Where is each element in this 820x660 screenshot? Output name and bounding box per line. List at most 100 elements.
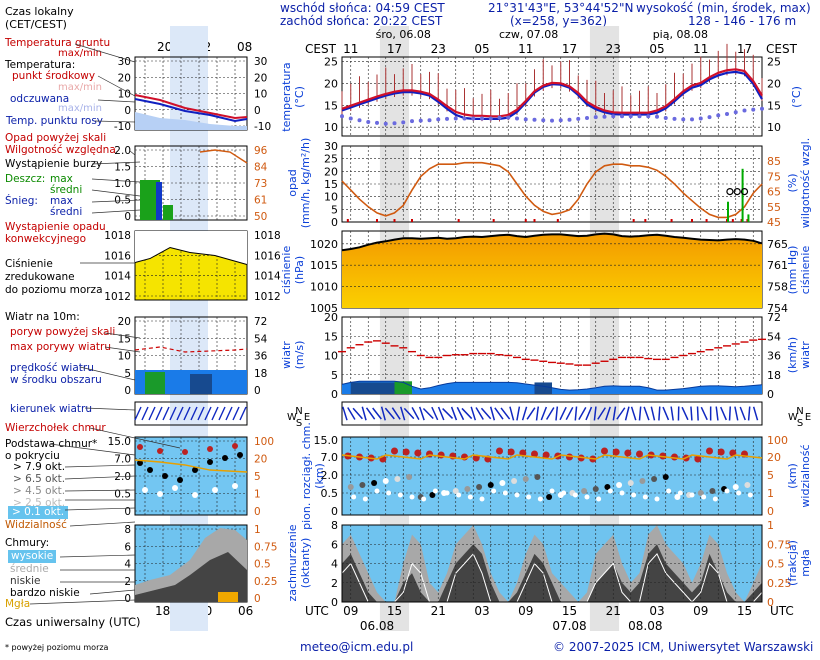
legend-okt1: > 7.9 okt. (13, 461, 66, 473)
mini-cb-axis-left: 0 (124, 506, 131, 518)
cloud-base-dot (452, 488, 459, 494)
compass-s: S (797, 418, 803, 429)
vis-axis-right: 20 (767, 451, 781, 464)
temp-title: (°C) (293, 86, 306, 108)
mini-temp-axis-right: 10 (254, 89, 267, 101)
wind-arrow (400, 406, 406, 421)
precip-tick (492, 219, 495, 222)
precip-tick (346, 219, 349, 222)
sunrise-text: wschód słońca: 04:59 CEST (280, 1, 445, 15)
fog-title: (frakcja) (786, 540, 799, 586)
wind-axis-right: 72 (767, 311, 781, 324)
wind-arrow (442, 408, 454, 419)
wind-arrow (411, 407, 420, 420)
cloud-top-dot (531, 450, 538, 458)
dew-point-dot (751, 107, 756, 112)
legend-wind-speed: prędkość wiatru w środku obszaru (10, 362, 102, 386)
mini-prec-axis-left: 1.5 (114, 162, 131, 174)
wind-arrow (650, 406, 656, 421)
legend-okt4: > 2.5 okt. (13, 497, 66, 509)
legend-rain-max: max (50, 173, 73, 185)
footer-email[interactable]: meteo@icm.edu.pl (300, 640, 414, 654)
mini-visibility-line (134, 459, 248, 473)
mini-cloud-base-dot (172, 485, 178, 491)
mini-wind-arrow (183, 406, 191, 421)
mini-wind-axis-right: 0 (254, 385, 261, 397)
wind-arrow (715, 406, 719, 421)
hour-top-05: 05 (649, 42, 664, 56)
mini-snow-bar (156, 182, 162, 220)
legend-connector (91, 178, 141, 183)
cloud-base-dot (406, 474, 413, 480)
mini-cl-axis-right: 1 (254, 524, 261, 536)
dew-point-dot (410, 119, 414, 124)
prec-axis-left: 0 (331, 216, 338, 229)
mini-pres-axis-left: 1014 (104, 271, 131, 283)
cloud-base-dot (362, 496, 368, 502)
day-top: pią, 08.08 (653, 28, 708, 41)
mini-prec-axis-right: 50 (254, 211, 267, 223)
wind-arrow (342, 406, 348, 421)
wind-arrow (630, 406, 637, 421)
legend-local-tick: 20 (157, 40, 173, 54)
cloud-base-dot (674, 494, 681, 500)
legend-mid: średnie (10, 563, 49, 575)
precip-tick (411, 219, 413, 222)
compass-n: N (796, 406, 803, 417)
cloud-base-dot (697, 490, 704, 496)
cloud-base-dot (371, 480, 378, 486)
mini-wind-arrow (239, 406, 247, 421)
cloud-sky (342, 437, 762, 515)
grid-text: (x=258, y=362) (510, 14, 608, 28)
mini-cl-axis-right: 0.5 (254, 559, 271, 571)
mini-cloud-base-dot (177, 477, 183, 483)
pres-title: (hPa) (293, 256, 306, 284)
cloud-base-dot (619, 490, 625, 496)
cloud-base-dot (651, 476, 658, 482)
cloud-top-dot (507, 448, 515, 456)
cloud-base-dot (677, 490, 683, 496)
temp-axis-left: 25 (324, 55, 338, 68)
temp-axis-right: 20 (767, 77, 781, 90)
wind-arrow (347, 407, 356, 420)
cloud-base-dot (736, 490, 742, 496)
legend-connector (97, 75, 136, 97)
cl-axis-left: 4 (331, 558, 338, 571)
mini-fog-bars (218, 592, 238, 602)
cl-title: (oktanty) (299, 538, 312, 589)
mini-pres-axis-right: 1016 (254, 250, 281, 262)
mini-wind-arrow (141, 406, 149, 421)
temp-title-right: (°C) (790, 86, 803, 108)
dew-point-dot (567, 117, 572, 122)
wind-axis-left: 5 (331, 369, 338, 382)
mini-wind-arrow (155, 406, 163, 421)
mini-temp-axis-right: 20 (254, 72, 267, 84)
cloud-top-dot (717, 448, 725, 456)
pres-axis-left: 1020 (310, 238, 338, 251)
dew-point-dot (716, 113, 721, 118)
legend-temp-maxmin: max/min (58, 82, 103, 93)
mini-wind-arrow (204, 406, 212, 421)
dew-point-dot (515, 116, 519, 121)
mini-cl-axis-right: 0.25 (254, 576, 277, 588)
wind-arrow (574, 406, 578, 421)
wind-arrow (662, 406, 670, 421)
legend-convective: Wystąpienie opadu konwekcyjnego (5, 221, 106, 245)
pres-axis-left: 1010 (310, 281, 338, 294)
mini-cl-axis-left: 8 (124, 524, 131, 536)
cloud-base-dot (584, 494, 590, 500)
wind-arrow (616, 407, 626, 420)
dew-point-dot (471, 116, 476, 121)
cloud-base-dot (499, 480, 506, 486)
hour-bottom-15: 15 (562, 604, 577, 618)
mini-prec-axis-right: 96 (254, 145, 268, 157)
mini-wind-dark (190, 374, 212, 394)
wind-title-right: (km/h) (786, 337, 799, 373)
legend-connector (129, 150, 136, 156)
cb-frame (341, 436, 763, 516)
mini-temp-axis-right: 0 (254, 105, 261, 117)
rain-bar (727, 201, 729, 222)
cb-axis-left: 2.0 (321, 469, 339, 482)
dew-point-dot (357, 118, 362, 123)
